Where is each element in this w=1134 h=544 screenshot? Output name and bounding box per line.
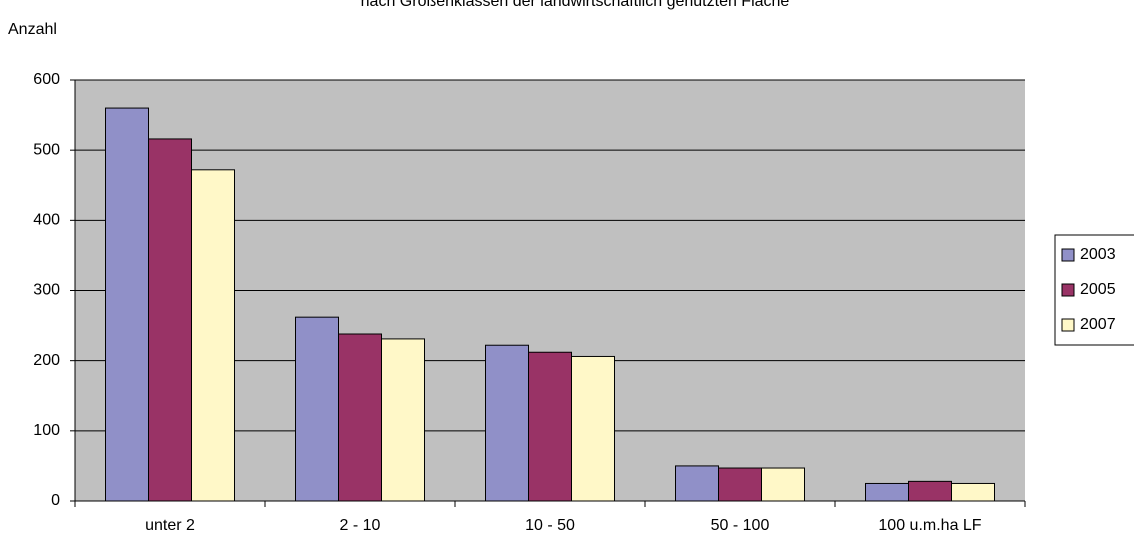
y-tick-label: 500 bbox=[33, 141, 60, 158]
x-tick-label: unter 2 bbox=[145, 517, 195, 534]
x-tick-label: 2 - 10 bbox=[340, 517, 381, 534]
x-tick-label: 100 u.m.ha LF bbox=[878, 517, 981, 534]
bar bbox=[148, 138, 192, 502]
y-tick-label: 200 bbox=[33, 352, 60, 369]
legend-label: 2007 bbox=[1080, 316, 1116, 333]
bar bbox=[381, 338, 425, 502]
legend-swatch bbox=[1061, 318, 1075, 332]
bar bbox=[718, 467, 762, 502]
bar bbox=[675, 465, 719, 502]
y-tick-label: 0 bbox=[51, 492, 60, 509]
legend-swatch bbox=[1061, 248, 1075, 262]
bar bbox=[865, 482, 909, 502]
bar bbox=[105, 107, 149, 502]
bar bbox=[951, 482, 995, 502]
y-tick-label: 600 bbox=[33, 71, 60, 88]
bar bbox=[571, 355, 615, 502]
x-tick-label: 10 - 50 bbox=[525, 517, 575, 534]
bar bbox=[761, 467, 805, 502]
legend-label: 2005 bbox=[1080, 281, 1116, 298]
bar bbox=[908, 480, 952, 502]
bar bbox=[528, 351, 572, 502]
bar bbox=[485, 344, 529, 502]
bar bbox=[191, 169, 235, 502]
legend-swatch bbox=[1061, 283, 1075, 297]
y-tick-label: 300 bbox=[33, 282, 60, 299]
legend-label: 2003 bbox=[1080, 246, 1116, 263]
y-tick-label: 100 bbox=[33, 422, 60, 439]
y-axis-label: Anzahl bbox=[8, 21, 57, 38]
chart-title: nach Größenklassen der landwirtschaftlic… bbox=[361, 0, 790, 10]
y-tick-label: 400 bbox=[33, 212, 60, 229]
bar bbox=[295, 316, 339, 502]
bar bbox=[338, 333, 382, 502]
x-tick-label: 50 - 100 bbox=[711, 517, 770, 534]
